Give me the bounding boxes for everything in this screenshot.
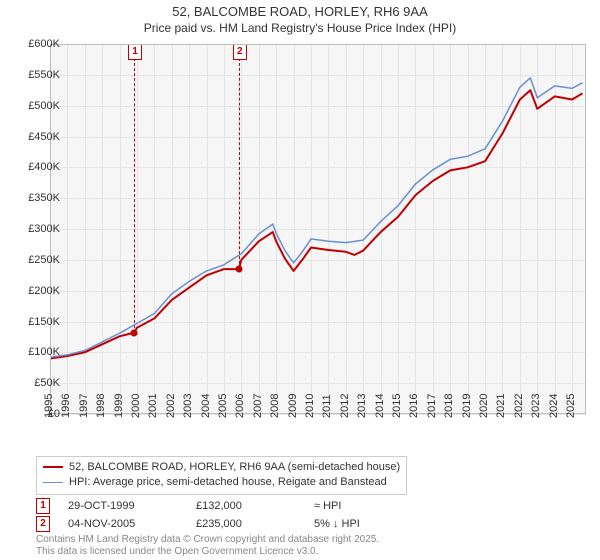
x-tick-label: 2019	[461, 394, 473, 418]
x-tick-label: 2008	[269, 394, 281, 418]
series-property	[50, 90, 583, 358]
x-tick-label: 2022	[513, 394, 525, 418]
sale-row-marker: 2	[36, 516, 50, 532]
x-tick-label: 2021	[495, 394, 507, 418]
title-line2: Price paid vs. HM Land Registry's House …	[0, 21, 600, 37]
sale-row-marker: 1	[36, 498, 50, 514]
legend-label: HPI: Average price, semi-detached house,…	[69, 475, 387, 490]
sale-row-delta: ≈ HPI	[314, 500, 414, 512]
legend-swatch	[43, 482, 63, 484]
x-tick-label: 2015	[391, 394, 403, 418]
y-tick-label: £350K	[12, 192, 60, 204]
x-tick-label: 2001	[147, 394, 159, 418]
x-tick-label: 2002	[165, 394, 177, 418]
x-tick-label: 2012	[339, 394, 351, 418]
legend-label: 52, BALCOMBE ROAD, HORLEY, RH6 9AA (semi…	[69, 460, 400, 475]
x-tick-label: 2007	[252, 394, 264, 418]
y-tick-label: £150K	[12, 316, 60, 328]
x-tick-label: 2017	[426, 394, 438, 418]
x-tick-label: 2000	[130, 394, 142, 418]
x-tick-label: 2020	[478, 394, 490, 418]
series-hpi	[50, 78, 583, 357]
x-tick-label: 2004	[200, 394, 212, 418]
sale-row-date: 04-NOV-2005	[68, 518, 178, 530]
sales-table: 1 29-OCT-1999 £132,000 ≈ HPI 2 04-NOV-2005 £23…	[36, 497, 414, 533]
x-tick-label: 2024	[548, 394, 560, 418]
y-tick-label: £200K	[12, 285, 60, 297]
x-tick-label: 2009	[287, 394, 299, 418]
sale-row-price: £132,000	[196, 500, 296, 512]
x-tick-label: 2025	[565, 394, 577, 418]
x-tick-label: 2023	[530, 394, 542, 418]
x-tick-label: 1996	[60, 394, 72, 418]
title-line1: 52, BALCOMBE ROAD, HORLEY, RH6 9AA	[0, 4, 600, 21]
chart-container: 52, BALCOMBE ROAD, HORLEY, RH6 9AA Price…	[0, 0, 600, 560]
y-tick-label: £250K	[12, 254, 60, 266]
footer-attribution: Contains HM Land Registry data © Crown c…	[36, 534, 379, 558]
x-tick-label: 2003	[182, 394, 194, 418]
y-tick-label: £500K	[12, 100, 60, 112]
line-series-svg	[50, 44, 586, 414]
y-tick-label: £50K	[12, 377, 60, 389]
x-tick-label: 1999	[113, 394, 125, 418]
footer-line2: This data is licensed under the Open Gov…	[36, 546, 379, 558]
sale-row: 2 04-NOV-2005 £235,000 5% ↓ HPI	[36, 515, 414, 533]
y-tick-label: £450K	[12, 131, 60, 143]
sale-row: 1 29-OCT-1999 £132,000 ≈ HPI	[36, 497, 414, 515]
x-tick-label: 2013	[356, 394, 368, 418]
x-tick-label: 1997	[78, 394, 90, 418]
x-tick-label: 2006	[234, 394, 246, 418]
plot-area: 12	[50, 44, 586, 414]
sale-row-delta: 5% ↓ HPI	[314, 518, 414, 530]
x-tick-label: 1998	[95, 394, 107, 418]
x-tick-label: 2016	[408, 394, 420, 418]
sale-row-date: 29-OCT-1999	[68, 500, 178, 512]
x-tick-label: 2011	[321, 394, 333, 418]
footer-line1: Contains HM Land Registry data © Crown c…	[36, 534, 379, 546]
title-block: 52, BALCOMBE ROAD, HORLEY, RH6 9AA Price…	[0, 0, 600, 36]
y-tick-label: £550K	[12, 69, 60, 81]
legend-item: HPI: Average price, semi-detached house,…	[43, 475, 400, 490]
x-tick-label: 2005	[217, 394, 229, 418]
legend: 52, BALCOMBE ROAD, HORLEY, RH6 9AA (semi…	[36, 456, 407, 495]
x-tick-label: 2018	[443, 394, 455, 418]
x-tick-label: 2014	[374, 394, 386, 418]
y-tick-label: £300K	[12, 223, 60, 235]
x-tick-label: 2010	[304, 394, 316, 418]
y-tick-label: £600K	[12, 38, 60, 50]
legend-item: 52, BALCOMBE ROAD, HORLEY, RH6 9AA (semi…	[43, 460, 400, 475]
y-tick-label: £400K	[12, 161, 60, 173]
legend-swatch	[43, 466, 63, 468]
x-tick-label: 1995	[43, 394, 55, 418]
y-tick-label: £100K	[12, 346, 60, 358]
sale-row-price: £235,000	[196, 518, 296, 530]
